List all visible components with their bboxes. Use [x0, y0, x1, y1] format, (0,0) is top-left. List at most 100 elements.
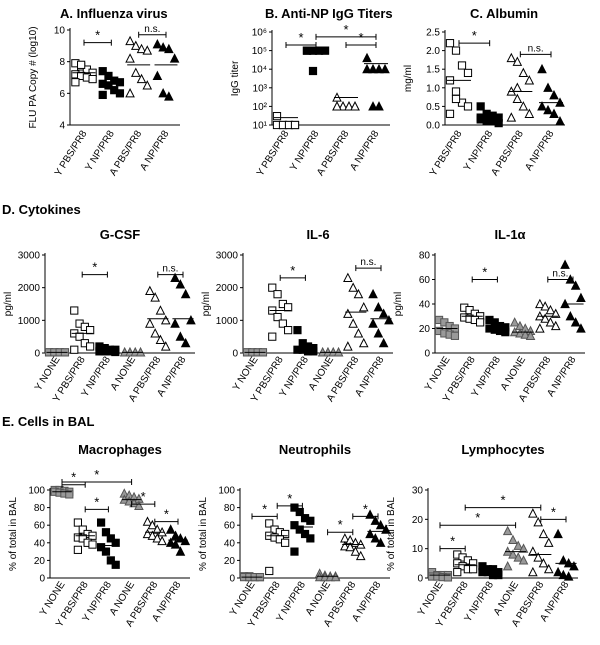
data-point — [543, 563, 554, 574]
data-point — [273, 312, 282, 322]
y-tick-label: 0.0 — [426, 121, 440, 132]
y-tick-label: 0 — [232, 349, 238, 360]
data-point — [355, 550, 366, 561]
data-point — [155, 305, 166, 315]
data-point — [308, 66, 318, 76]
panel-b: B. Anti-NP IgG Titers 10¹ 10² 10³ 10⁴ 10⁵ 10⁶ I… — [230, 6, 393, 178]
chart-title: A. Influenza virus — [60, 6, 168, 21]
y-tick-label: 20 — [224, 556, 236, 567]
significance-label: * — [164, 507, 169, 522]
data-point — [463, 68, 473, 78]
data-point — [145, 285, 155, 296]
y-tick-label: 10² — [253, 102, 268, 113]
y-tick-label: 40 — [34, 538, 46, 549]
data-point — [98, 90, 107, 100]
chart-title: Lymphocytes — [461, 442, 544, 457]
data-point — [125, 53, 135, 63]
data-point — [78, 525, 87, 534]
data-point — [570, 280, 581, 290]
y-axis-label: % of total in BAL — [386, 497, 397, 571]
data-point — [164, 43, 174, 54]
data-point — [160, 315, 171, 325]
data-point — [535, 323, 545, 333]
data-point — [365, 528, 375, 539]
data-point — [508, 534, 518, 544]
y-tick-label: 4 — [59, 121, 65, 132]
chart-title: C. Albumin — [470, 6, 538, 21]
data-point — [370, 533, 381, 543]
data-point — [160, 341, 171, 351]
data-point — [451, 46, 461, 55]
data-point — [524, 75, 535, 85]
data-point — [175, 546, 186, 556]
data-point — [502, 560, 513, 571]
data-point — [348, 282, 358, 292]
data-point — [86, 342, 95, 351]
y-tick-label: 60 — [34, 521, 46, 532]
data-point — [125, 88, 135, 98]
y-tick-label: 80 — [224, 503, 236, 514]
data-point — [368, 288, 378, 299]
data-point — [165, 537, 176, 547]
y-tick-label: 20 — [412, 515, 424, 526]
y-tick-label: 80 — [419, 251, 431, 262]
data-point — [345, 541, 355, 552]
data-point — [469, 565, 478, 574]
y-axis-label: % of total in BAL — [198, 497, 209, 571]
data-point — [158, 88, 168, 98]
x-tick-label: Y NP/PR8 — [288, 128, 322, 173]
x-tick-label: Y PBS/PR8 — [53, 128, 90, 178]
data-point — [508, 549, 518, 559]
data-point — [111, 560, 120, 569]
y-tick-label: 1.5 — [426, 65, 440, 76]
data-point — [463, 102, 473, 111]
data-point — [265, 566, 274, 576]
data-point — [453, 568, 462, 577]
data-point — [98, 67, 107, 76]
data-point — [115, 78, 125, 87]
data-point — [290, 503, 299, 512]
y-tick-label: 30 — [412, 486, 424, 497]
data-point — [506, 112, 517, 122]
chart-title: Neutrophils — [279, 442, 351, 457]
data-point — [147, 530, 158, 540]
data-point — [142, 45, 153, 55]
significance-label: * — [141, 489, 146, 504]
data-point — [375, 537, 386, 547]
data-point — [375, 519, 386, 530]
section-e-title: E. Cells in BAL — [2, 414, 95, 429]
data-point — [374, 63, 384, 74]
x-tick-label: Y NP/PR8 — [462, 128, 496, 173]
data-point — [368, 63, 378, 74]
significance-label: * — [343, 22, 348, 37]
data-point — [70, 345, 79, 354]
data-point — [509, 317, 520, 327]
data-point — [96, 543, 106, 552]
data-point — [380, 63, 390, 74]
data-point — [533, 516, 543, 527]
section-d-title: D. Cytokines — [2, 202, 81, 217]
data-point — [293, 326, 302, 335]
panel-e1: Macrophages 0 20 40 60 80 100 % of total in BAL… — [8, 442, 191, 629]
data-point — [111, 538, 120, 547]
data-point — [515, 328, 525, 338]
data-point — [130, 40, 141, 50]
data-point — [555, 115, 565, 126]
data-point — [560, 259, 570, 269]
panel-c: C. Albumin 0.0 0.5 1.0 1.5 2.0 2.5 mg/ml Y PBS/P… — [403, 6, 565, 178]
significance-label: n.s. — [144, 24, 160, 35]
data-point — [370, 515, 381, 525]
data-point — [450, 331, 460, 340]
data-point — [537, 63, 547, 74]
data-point — [570, 317, 581, 327]
data-point — [165, 524, 176, 534]
data-point — [340, 541, 350, 551]
panel-e2: Neutrophils 0 20 40 60 80 100 % of total in BAL… — [198, 442, 391, 629]
x-tick-label: A NP/PR8 — [348, 128, 381, 172]
chart-title: B. Anti-NP IgG Titers — [265, 6, 393, 21]
chart-title: Macrophages — [78, 442, 162, 457]
data-point — [506, 52, 517, 63]
significance-label: * — [94, 494, 99, 509]
data-point — [65, 490, 74, 499]
